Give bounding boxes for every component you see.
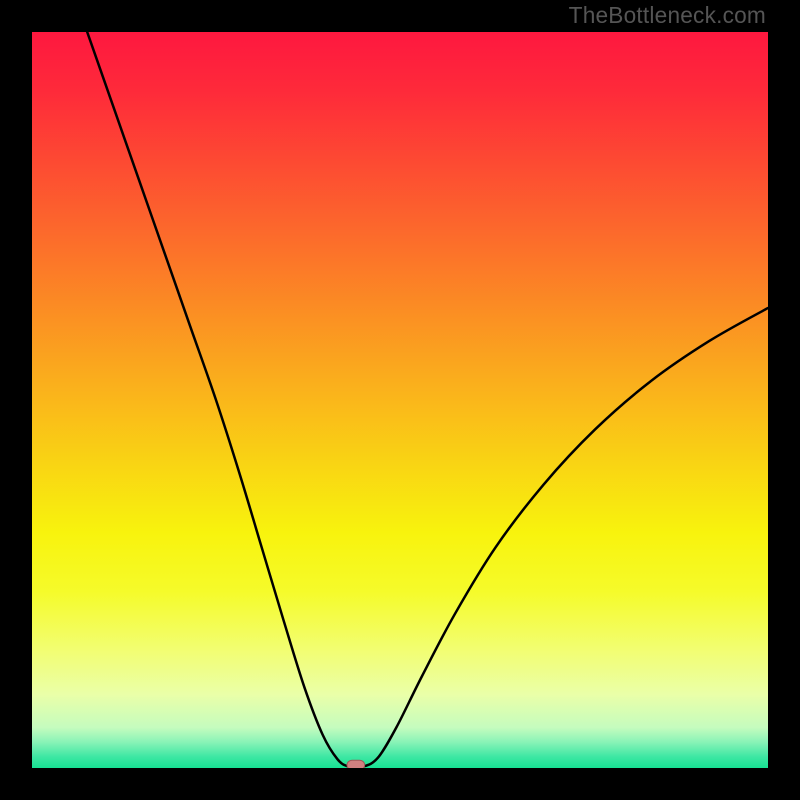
minimum-marker <box>347 760 365 768</box>
chart-frame: TheBottleneck.com <box>0 0 800 800</box>
plot-area <box>32 32 768 768</box>
watermark-text: TheBottleneck.com <box>569 2 766 29</box>
curve-layer <box>32 32 768 768</box>
bottleneck-curve <box>87 32 768 768</box>
